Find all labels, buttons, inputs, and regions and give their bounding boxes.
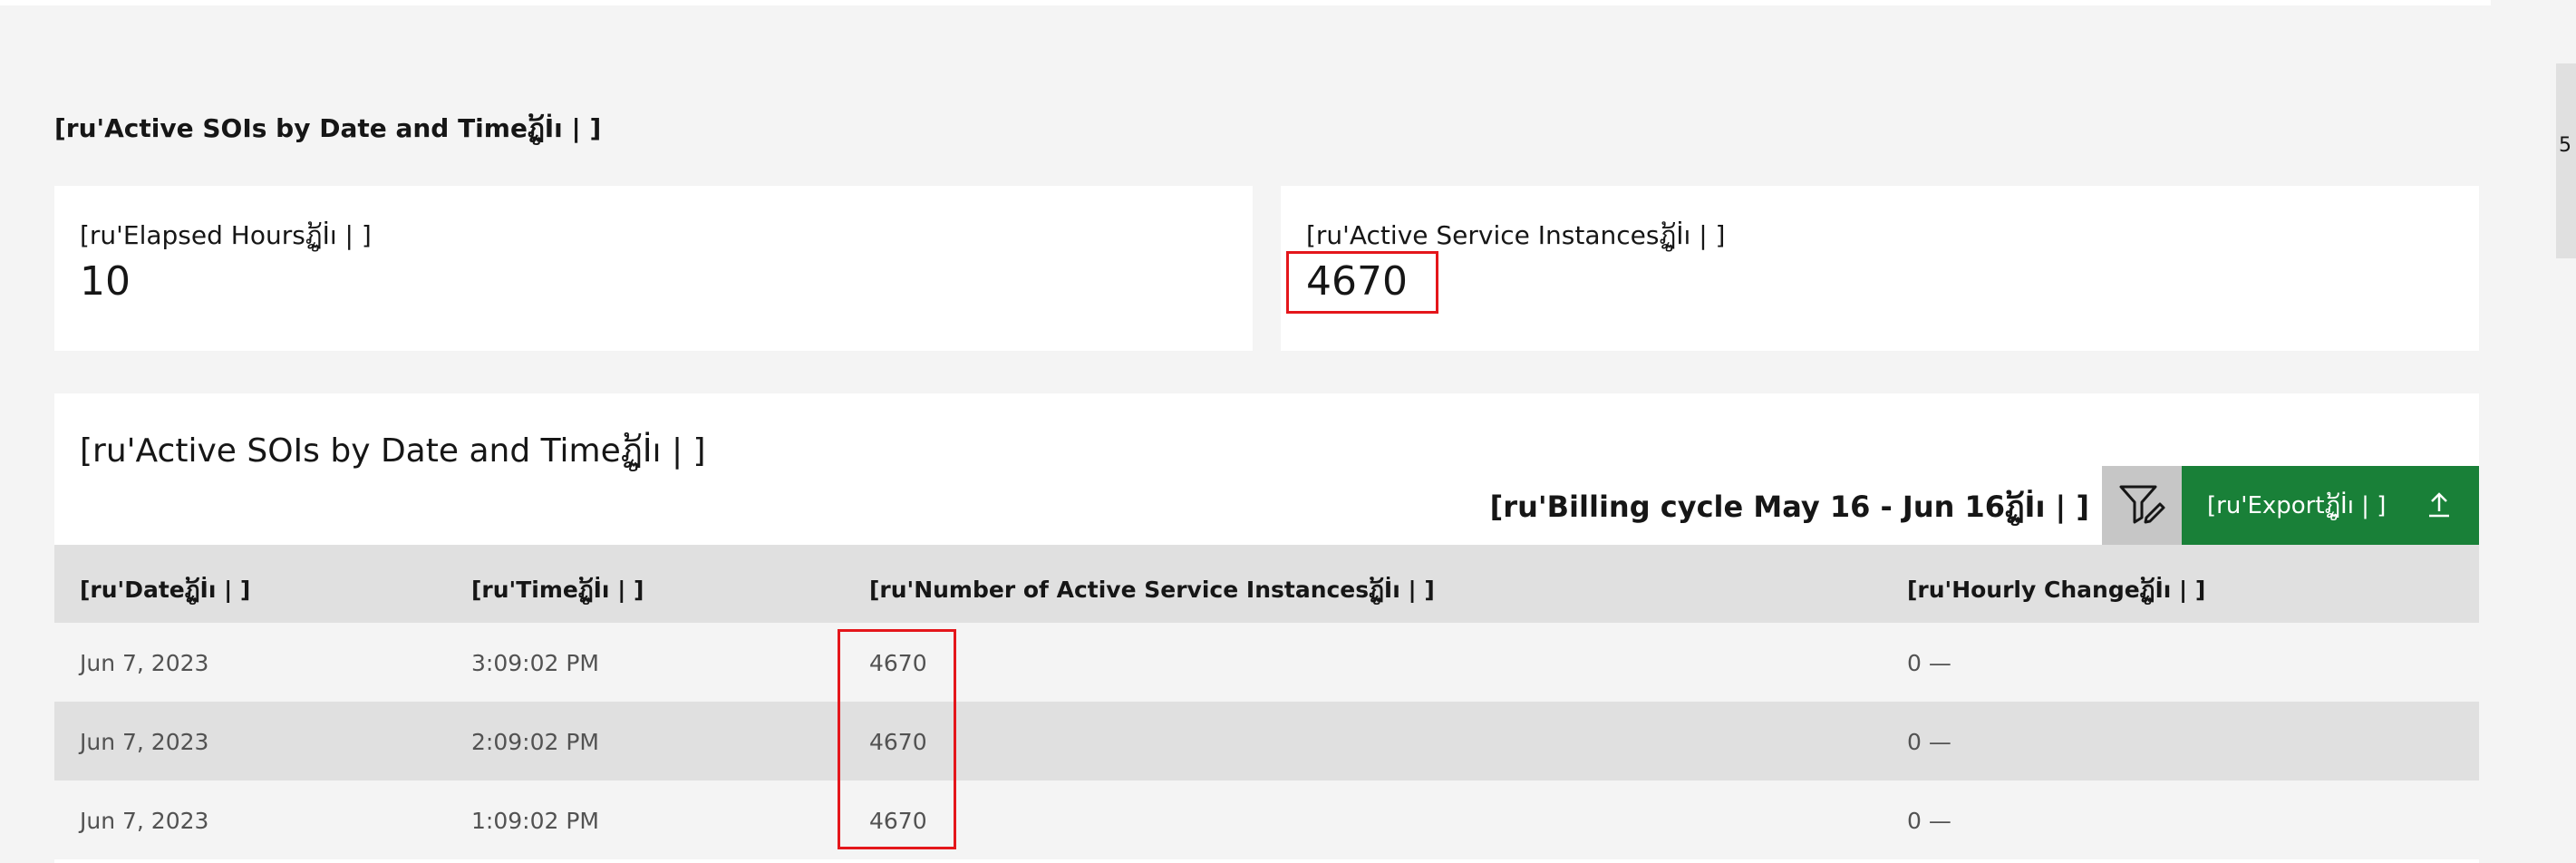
billing-cycle-label: [ru'Billing cycle May 16 - Jun 16ฏູ້İı |… bbox=[1489, 490, 2089, 524]
table-header-row: [ru'Dateฏູ້İı | ] [ru'Timeฏູ້İı | ] [ru'… bbox=[54, 545, 2479, 623]
cell-active-count: 4670 bbox=[869, 808, 927, 834]
filter-button[interactable] bbox=[2102, 466, 2182, 545]
active-instances-value: 4670 bbox=[1306, 258, 1408, 305]
cell-active-count: 4670 bbox=[869, 650, 927, 676]
cell-date: Jun 7, 2023 bbox=[80, 808, 209, 834]
filter-edit-icon bbox=[2118, 483, 2165, 528]
soi-table-card: [ru'Active SOIs by Date and Timeฏູ້İı | … bbox=[54, 393, 2479, 863]
cell-hourly-change: 0 — bbox=[1907, 808, 1951, 834]
active-instances-tile: [ru'Active Service Instancesฏູ້İı | ] 46… bbox=[1281, 186, 2479, 351]
cell-time: 3:09:02 PM bbox=[471, 650, 599, 676]
top-divider bbox=[0, 0, 2491, 5]
cell-date: Jun 7, 2023 bbox=[80, 729, 209, 755]
cell-hourly-change: 0 — bbox=[1907, 650, 1951, 676]
section-heading: [ru'Active SOIs by Date and Timeฏູ້İı | … bbox=[54, 113, 602, 143]
active-instances-label: [ru'Active Service Instancesฏູ້İı | ] bbox=[1306, 220, 1726, 250]
column-header-date[interactable]: [ru'Dateฏູ້İı | ] bbox=[80, 577, 251, 603]
active-instances-highlight bbox=[1286, 251, 1438, 314]
table-row: Jun 7, 2023 3:09:02 PM 4670 0 — bbox=[54, 623, 2479, 702]
column-header-time[interactable]: [ru'Timeฏູ້İı | ] bbox=[471, 577, 644, 603]
column-header-hourly-change[interactable]: [ru'Hourly Changeฏູ້İı | ] bbox=[1907, 577, 2206, 603]
active-count-column-highlight bbox=[838, 629, 956, 849]
column-header-active-count[interactable]: [ru'Number of Active Service Instancesฏູ… bbox=[869, 577, 1435, 603]
export-button-label: [ru'Exportฏູ້İı | ] bbox=[2207, 492, 2387, 519]
cell-date: Jun 7, 2023 bbox=[80, 650, 209, 676]
cell-active-count: 4670 bbox=[869, 729, 927, 755]
elapsed-hours-label: [ru'Elapsed Hoursฏູ້İı | ] bbox=[80, 220, 372, 250]
table-title: [ru'Active SOIs by Date and Timeฏູ້İı | … bbox=[80, 432, 706, 470]
cell-time: 2:09:02 PM bbox=[471, 729, 599, 755]
side-panel-tab-label: 5 bbox=[2559, 136, 2571, 156]
elapsed-hours-value: 10 bbox=[80, 258, 131, 305]
upload-icon bbox=[2426, 491, 2452, 522]
table-row: Jun 7, 2023 2:09:02 PM 4670 0 — bbox=[54, 702, 2479, 781]
cell-time: 1:09:02 PM bbox=[471, 808, 599, 834]
side-panel-tab[interactable] bbox=[2556, 63, 2576, 258]
export-button[interactable]: [ru'Exportฏູ້İı | ] bbox=[2182, 466, 2479, 545]
elapsed-hours-tile: [ru'Elapsed Hoursฏູ້İı | ] 10 bbox=[54, 186, 1253, 351]
cell-hourly-change: 0 — bbox=[1907, 729, 1951, 755]
table-row: Jun 7, 2023 1:09:02 PM 4670 0 — bbox=[54, 781, 2479, 859]
